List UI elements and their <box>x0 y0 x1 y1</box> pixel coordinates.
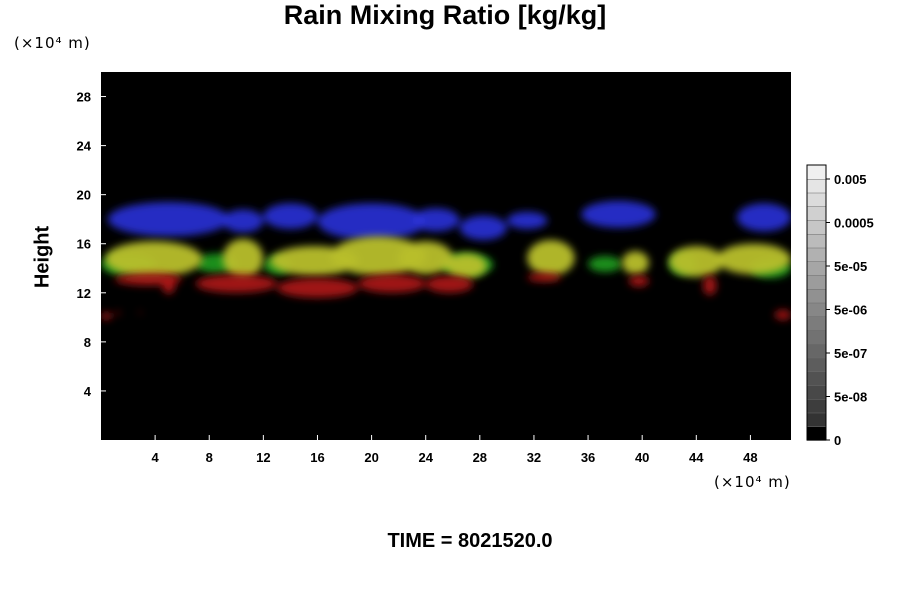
field-region <box>398 241 453 275</box>
field-region <box>736 203 791 232</box>
chart-title: Rain Mixing Ratio [kg/kg] <box>283 0 607 30</box>
x-tick-label: 40 <box>635 450 649 465</box>
x-tick-label: 44 <box>689 450 704 465</box>
x-axis: 4 8 12 16 20 24 28 32 36 40 44 48 <box>152 435 758 465</box>
rain-field <box>101 200 791 320</box>
colorbar-level <box>806 274 827 290</box>
colorbar-level <box>806 192 827 207</box>
colorbar-label: 5e-07 <box>834 346 867 361</box>
field-region <box>506 211 548 230</box>
field-layer <box>105 236 791 279</box>
x-tick-label: 24 <box>418 450 433 465</box>
x-axis-unit: (×10⁴ m) <box>714 473 791 491</box>
colorbar-level <box>806 384 827 400</box>
field-region <box>105 241 203 277</box>
field-region <box>527 273 562 282</box>
field-region <box>527 240 575 276</box>
colorbar-label: 0.0005 <box>834 216 874 231</box>
field-region <box>425 275 474 293</box>
colorbar-level <box>806 178 827 194</box>
field-region <box>317 203 426 241</box>
x-tick-label: 16 <box>310 450 324 465</box>
colorbar-level <box>806 233 827 249</box>
colorbar-level <box>806 247 827 262</box>
field-region <box>581 200 656 228</box>
colorbar-label: 5e-05 <box>834 259 867 274</box>
field-region <box>276 278 359 298</box>
field-region <box>669 246 724 277</box>
x-tick-label: 32 <box>527 450 541 465</box>
field-region <box>161 274 176 295</box>
colorbar-label: 0.005 <box>834 172 867 187</box>
colorbar-level <box>806 412 827 427</box>
field-region <box>222 209 264 233</box>
colorbar-level <box>806 371 827 386</box>
field-region <box>412 208 460 232</box>
field-region <box>703 275 717 296</box>
field-region <box>621 251 649 275</box>
field-region <box>101 312 112 320</box>
colorbar-label: 5e-06 <box>834 303 867 318</box>
y-tick-label: 8 <box>84 335 91 350</box>
x-tick-label: 4 <box>152 450 160 465</box>
y-tick-label: 28 <box>77 90 91 105</box>
y-tick-label: 16 <box>77 237 91 252</box>
colorbar-level <box>806 219 827 235</box>
x-tick-label: 8 <box>206 450 213 465</box>
x-tick-label: 36 <box>581 450 595 465</box>
field-layer <box>107 200 791 241</box>
y-tick-label: 24 <box>77 139 92 154</box>
colorbar-label: 5e-08 <box>834 390 867 405</box>
x-tick-label: 28 <box>473 450 487 465</box>
x-tick-label: 12 <box>256 450 270 465</box>
field-region <box>115 311 120 315</box>
time-label: TIME = 8021520.0 <box>387 530 553 552</box>
field-region <box>716 243 791 275</box>
colorbar-level <box>806 398 827 414</box>
x-tick-label: 48 <box>743 450 757 465</box>
field-region <box>446 253 487 279</box>
y-axis-unit: (×10⁴ m) <box>14 34 91 52</box>
y-tick-label: 20 <box>77 188 91 203</box>
field-region <box>358 274 426 293</box>
colorbar-level <box>806 343 827 359</box>
field-region <box>588 256 622 272</box>
colorbar-level <box>806 261 827 276</box>
colorbar-frame <box>806 164 827 441</box>
field-region <box>459 215 507 241</box>
colorbar-level <box>806 357 827 372</box>
colorbar: 0.005 0.0005 5e-05 5e-06 5e-07 5e-08 0 <box>806 164 874 448</box>
colorbar-level <box>806 316 827 331</box>
y-tick-label: 4 <box>84 384 92 399</box>
colorbar-level <box>806 329 827 345</box>
colorbar-level <box>806 164 827 180</box>
field-region <box>195 274 277 293</box>
field-region <box>263 203 318 230</box>
field-region <box>107 202 230 237</box>
x-tick-label: 20 <box>364 450 378 465</box>
colorbar-label: 0 <box>834 433 841 448</box>
colorbar-level <box>806 288 827 304</box>
colorbar-level <box>806 302 827 317</box>
field-region <box>222 238 264 279</box>
field-region <box>774 309 791 320</box>
field-region <box>628 275 649 287</box>
field-region <box>138 311 142 314</box>
colorbar-level <box>806 426 827 441</box>
y-axis: 4 8 12 16 20 24 28 <box>77 90 106 399</box>
field-layer <box>101 273 791 320</box>
colorbar-level <box>806 206 827 221</box>
y-tick-label: 12 <box>77 286 91 301</box>
